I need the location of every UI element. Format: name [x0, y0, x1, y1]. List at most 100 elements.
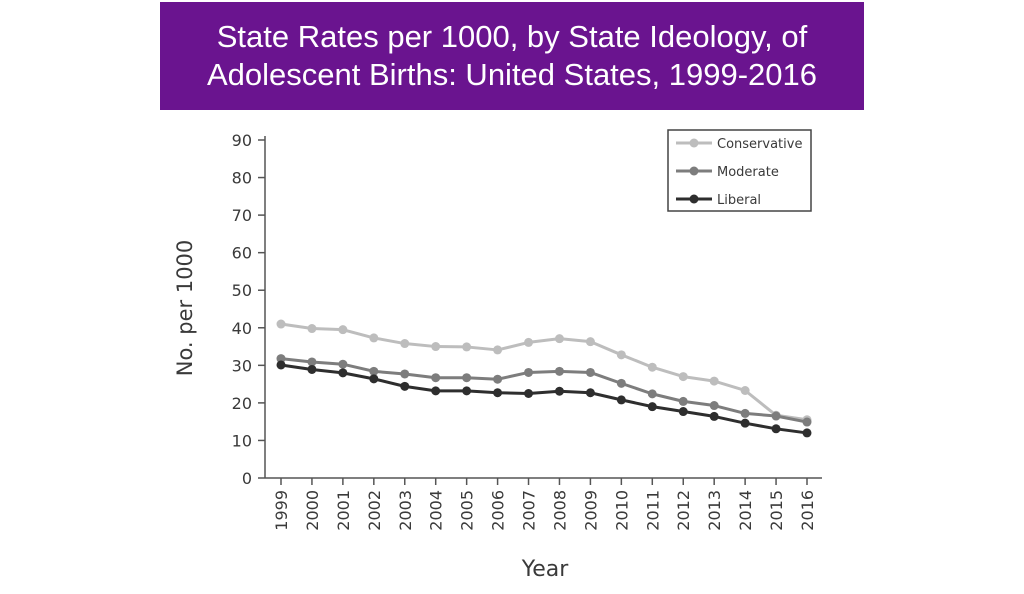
data-point — [431, 373, 441, 383]
data-point — [400, 381, 410, 391]
data-point — [276, 360, 286, 370]
series-line — [280, 357, 808, 424]
series-liberal — [276, 360, 812, 438]
legend-swatch-marker — [689, 166, 699, 176]
x-tick-label: 2014 — [736, 490, 755, 531]
data-point — [802, 417, 812, 427]
data-point — [338, 359, 348, 369]
series-layer — [276, 319, 812, 438]
y-tick-label: 50 — [232, 281, 252, 300]
x-tick-label: 2013 — [705, 490, 724, 531]
x-tick-label: 2005 — [458, 490, 477, 531]
data-point — [462, 386, 472, 396]
x-tick-label: 2006 — [489, 490, 508, 531]
y-tick-label: 90 — [232, 131, 252, 150]
data-point — [647, 362, 657, 372]
y-tick-label: 70 — [232, 206, 252, 225]
x-tick-label: 2010 — [612, 490, 631, 531]
series-line — [280, 363, 808, 435]
x-tick-label: 2016 — [798, 490, 817, 531]
axes: 0 10 20 30 40 50 60 70 80 90 1999 2000 2001 2002 2003 2… — [232, 131, 822, 531]
data-point — [647, 402, 657, 412]
data-point — [802, 428, 812, 438]
chart-title-line-1: State Rates per 1000, by State Ideology,… — [216, 19, 808, 54]
x-tick-label: 2000 — [303, 490, 322, 531]
data-point — [462, 373, 472, 383]
data-point — [585, 367, 595, 377]
y-tick-label: 80 — [232, 169, 252, 188]
data-point — [493, 388, 503, 398]
data-point — [678, 372, 688, 382]
series-moderate — [276, 354, 812, 427]
data-point — [554, 366, 564, 376]
legend: Conservative Moderate Liberal — [667, 129, 812, 212]
data-point — [616, 395, 626, 405]
y-tick-label: 10 — [232, 431, 252, 450]
x-tick-label: 2012 — [674, 490, 693, 531]
x-tick-label: 2011 — [643, 490, 662, 531]
x-tick-label: 1999 — [272, 490, 291, 531]
data-point — [678, 407, 688, 417]
series-conservative — [276, 319, 812, 425]
data-point — [307, 357, 317, 367]
data-point — [338, 368, 348, 378]
data-point — [338, 325, 348, 335]
legend-label: Moderate — [717, 165, 779, 180]
x-axis-label: Year — [521, 557, 570, 582]
data-point — [709, 376, 719, 386]
legend-label: Liberal — [717, 193, 761, 208]
data-point — [462, 342, 472, 352]
data-point — [585, 388, 595, 398]
y-tick-label: 30 — [232, 356, 252, 375]
chart-title-line-2: Adolescent Births: United States, 1999-2… — [206, 57, 818, 92]
data-point — [647, 389, 657, 399]
x-tick-label: 2007 — [520, 490, 539, 531]
y-tick-label: 60 — [232, 244, 252, 263]
data-point — [585, 337, 595, 347]
data-point — [369, 333, 379, 343]
data-point — [524, 337, 534, 347]
data-point — [616, 350, 626, 360]
legend-swatch-marker — [689, 138, 699, 148]
data-point — [307, 364, 317, 374]
data-point — [400, 369, 410, 379]
data-point — [616, 378, 626, 388]
data-point — [771, 424, 781, 434]
data-point — [369, 366, 379, 376]
data-point — [524, 367, 534, 377]
x-tick-label: 2002 — [365, 490, 384, 531]
x-tick-label: 2009 — [581, 490, 600, 531]
data-point — [554, 334, 564, 344]
legend-swatch-marker — [689, 194, 699, 204]
data-point — [431, 386, 441, 396]
data-point — [276, 354, 286, 364]
x-tick-label: 2003 — [396, 490, 415, 531]
data-point — [307, 324, 317, 334]
series-line — [280, 322, 808, 422]
data-point — [771, 411, 781, 421]
data-point — [709, 401, 719, 411]
data-point — [740, 418, 750, 428]
y-tick-label: 20 — [232, 394, 252, 413]
y-tick-label: 40 — [232, 319, 252, 338]
data-point — [678, 396, 688, 406]
data-point — [740, 385, 750, 395]
data-point — [554, 386, 564, 396]
y-tick-label: 0 — [242, 469, 252, 488]
data-point — [709, 411, 719, 421]
x-tick-label: 2004 — [427, 490, 446, 531]
y-axis-label: No. per 1000 — [173, 240, 197, 377]
data-point — [431, 342, 441, 352]
x-tick-label: 2001 — [334, 490, 353, 531]
data-point — [493, 374, 503, 384]
title-banner: State Rates per 1000, by State Ideology,… — [160, 2, 864, 110]
data-point — [369, 374, 379, 384]
data-point — [524, 389, 534, 398]
data-point — [740, 408, 750, 418]
x-tick-label: 2008 — [550, 490, 569, 531]
legend-label: Conservative — [717, 137, 802, 152]
x-tick-label: 2015 — [767, 490, 786, 531]
data-point — [276, 319, 286, 329]
data-point — [400, 339, 410, 349]
